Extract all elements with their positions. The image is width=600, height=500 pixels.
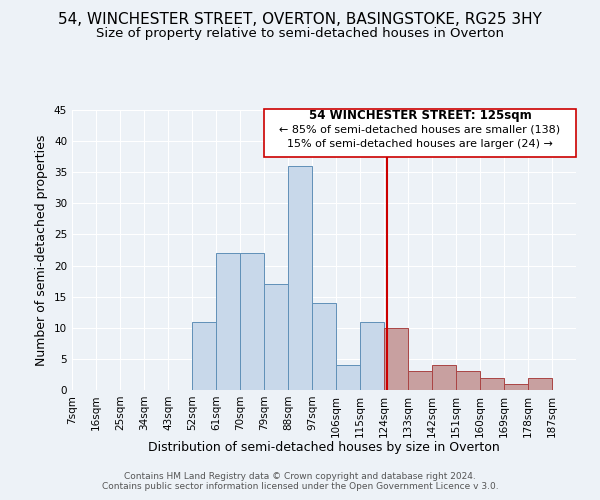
Bar — [288, 166, 312, 390]
Text: Size of property relative to semi-detached houses in Overton: Size of property relative to semi-detach… — [96, 28, 504, 40]
Text: Distribution of semi-detached houses by size in Overton: Distribution of semi-detached houses by … — [148, 441, 500, 454]
Text: ← 85% of semi-detached houses are smaller (138): ← 85% of semi-detached houses are smalle… — [280, 125, 560, 135]
Bar — [480, 378, 504, 390]
Text: 54 WINCHESTER STREET: 125sqm: 54 WINCHESTER STREET: 125sqm — [308, 109, 532, 122]
FancyBboxPatch shape — [264, 109, 576, 156]
Text: 54, WINCHESTER STREET, OVERTON, BASINGSTOKE, RG25 3HY: 54, WINCHESTER STREET, OVERTON, BASINGST… — [58, 12, 542, 28]
Text: Contains public sector information licensed under the Open Government Licence v : Contains public sector information licen… — [101, 482, 499, 491]
Bar — [240, 253, 264, 390]
Bar — [432, 365, 456, 390]
Bar — [384, 328, 408, 390]
Bar — [360, 322, 384, 390]
Bar — [216, 253, 240, 390]
Bar — [312, 303, 336, 390]
Bar — [504, 384, 528, 390]
Bar — [264, 284, 288, 390]
Bar — [192, 322, 216, 390]
Text: Contains HM Land Registry data © Crown copyright and database right 2024.: Contains HM Land Registry data © Crown c… — [124, 472, 476, 481]
Bar — [528, 378, 552, 390]
Bar — [336, 365, 360, 390]
Bar — [408, 372, 432, 390]
Text: 15% of semi-detached houses are larger (24) →: 15% of semi-detached houses are larger (… — [287, 139, 553, 149]
Bar — [456, 372, 480, 390]
Y-axis label: Number of semi-detached properties: Number of semi-detached properties — [35, 134, 49, 366]
